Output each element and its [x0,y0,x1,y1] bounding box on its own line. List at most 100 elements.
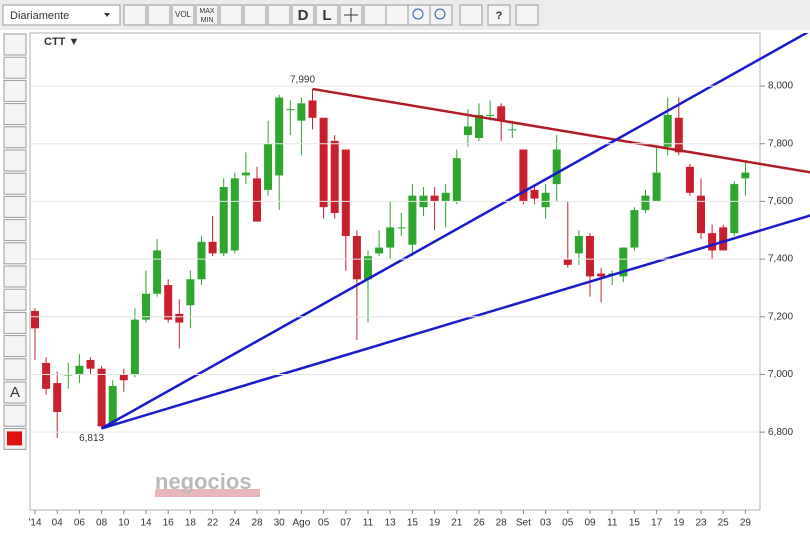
tool-button[interactable] [4,104,26,125]
tool-button[interactable] [4,173,26,194]
candle-body [109,386,117,423]
candle-body [664,115,672,147]
candle-body [131,320,139,375]
candle-body [220,187,228,253]
tool-button[interactable] [4,127,26,148]
candle-body [675,118,683,153]
candle-body [264,144,272,190]
tool-button[interactable] [4,57,26,78]
d-label: D [298,7,309,24]
print-button[interactable] [460,5,482,25]
tool-button[interactable] [4,359,26,380]
tool-button[interactable] [4,289,26,310]
tool-button[interactable] [4,266,26,287]
candle-body [408,196,416,245]
candle-body [719,227,727,250]
tool-button[interactable] [4,220,26,241]
candle-body [708,233,716,250]
tool-button[interactable] [4,34,26,55]
x-tick-label: 14 [140,518,152,529]
candle-body [75,366,83,375]
cross2-button[interactable] [364,5,386,25]
y-tick-label: 7,000 [768,369,793,380]
tool-button[interactable] [4,243,26,264]
x-tick-label: 04 [52,518,64,529]
tool-button[interactable] [4,196,26,217]
annotation: 6,813 [79,433,104,444]
x-tick-label: 13 [385,518,397,529]
tool-button[interactable] [4,150,26,171]
x-tick-label: 15 [629,518,641,529]
x-tick-label: 06 [74,518,86,529]
color-swatch [7,431,22,445]
candle-body [453,158,461,201]
y-tick-label: 7,600 [768,196,793,207]
x-tick-label: 30 [274,518,286,529]
x-tick-label: 18 [185,518,197,529]
candle-body [730,184,738,233]
x-tick-label: '14 [28,518,41,529]
annotation: 7,990 [290,75,315,86]
candle-body [209,242,217,254]
candle-body [342,150,350,237]
candle-body [42,363,50,389]
candle-body [531,190,539,199]
x-tick-label: 15 [407,518,419,529]
tool-button[interactable] [4,405,26,426]
candle-body [120,374,128,380]
chart-button[interactable] [268,5,290,25]
candle-body [586,236,594,276]
left-toolbar: A [4,34,26,449]
zoom-in-button[interactable] [430,5,452,25]
candle-body [164,285,172,320]
x-tick-label: 23 [695,518,707,529]
trendline [102,215,810,428]
tool-button[interactable] [4,312,26,333]
x-tick-label: 16 [163,518,175,529]
plot [31,30,810,438]
y-tick-label: 7,800 [768,138,793,149]
candle-body [741,173,749,179]
grid-button[interactable] [220,5,242,25]
min-label: MIN [201,17,214,24]
candle-body [386,227,394,247]
add-button[interactable] [386,5,408,25]
max-label: MAX [199,8,215,15]
help-icon: ? [496,10,503,22]
x-tick-label: 26 [473,518,485,529]
tool-button[interactable] [4,336,26,357]
watermark: negocios [155,469,252,494]
candle-body [98,369,106,427]
x-tick-label: 28 [251,518,263,529]
x-tick-label: 11 [607,518,618,529]
candle-body [320,118,328,207]
candle-body [175,314,183,323]
candle-body [630,210,638,247]
x-tick-label: 05 [562,518,574,529]
candle-body [542,193,550,207]
x-tick-label: 08 [96,518,108,529]
candle-body [309,100,317,117]
symbol-label[interactable]: CTT ▼ [44,36,79,48]
candle-body [297,103,305,120]
bars-button[interactable] [148,5,170,25]
l-label: L [322,7,331,24]
tool-button[interactable] [4,80,26,101]
x-tick-label: 03 [540,518,552,529]
candle-body [653,173,661,202]
candle-button[interactable] [124,5,146,25]
x-tick-label: 28 [496,518,508,529]
percent-button[interactable] [244,5,266,25]
book-button[interactable] [516,5,538,25]
x-tick-label: 21 [451,518,463,529]
candle-body [597,274,605,277]
x-tick-label: Ago [293,518,311,529]
x-tick-label: 10 [118,518,130,529]
candle-body [508,129,516,130]
candle-body [142,294,150,320]
candle-body [331,141,339,213]
candle-body [231,178,239,250]
candle-body [198,242,206,279]
zoom-out-button[interactable] [408,5,430,25]
